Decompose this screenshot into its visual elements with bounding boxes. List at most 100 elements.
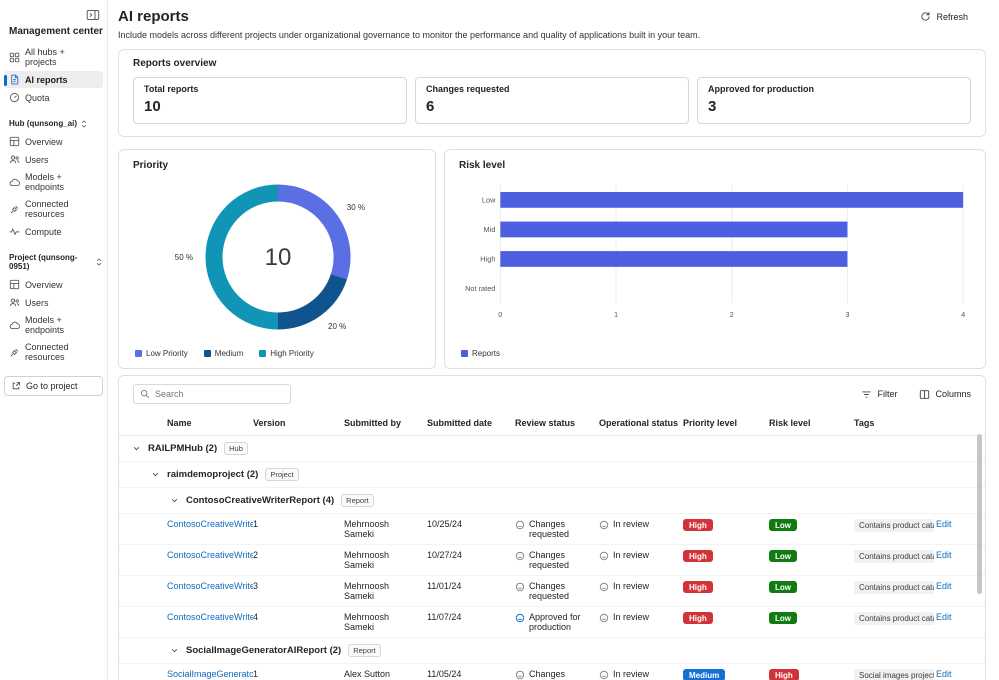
svg-text:10: 10	[265, 244, 292, 271]
table-row: ContosoCreativeWrite... 3 Mehrnoosh Sameki…	[119, 576, 985, 607]
report-name-link[interactable]: SocialImageGenerator...	[167, 669, 253, 679]
cell-risk-level: Low	[769, 612, 854, 624]
cell-tags: Contains product catalog in	[854, 581, 936, 596]
cell-submitted-date: 10/27/24	[427, 550, 463, 560]
chevron-down-icon[interactable]	[151, 470, 160, 479]
column-header-risk-level[interactable]: Risk level	[769, 418, 811, 428]
column-header-submitted-by[interactable]: Submitted by	[344, 418, 402, 428]
sidebar-item-ai-reports[interactable]: AI reports	[4, 71, 103, 88]
sidebar-item-all-hubs-projects[interactable]: All hubs + projects	[4, 44, 103, 70]
columns-button[interactable]: Columns	[919, 389, 971, 400]
report-name-link[interactable]: ContosoCreativeWrite...	[167, 519, 253, 529]
review-status-icon	[515, 582, 525, 592]
operational-status-icon	[599, 582, 609, 592]
cell-review-status: Changes requested	[515, 581, 599, 601]
chevron-down-icon[interactable]	[170, 646, 179, 655]
column-header-name[interactable]: Name	[167, 418, 192, 428]
edit-link[interactable]: Edit	[936, 581, 952, 591]
quota-icon	[9, 92, 20, 103]
group-label: SocialImageGeneratorAIReport (2)	[186, 645, 342, 656]
sidebar-item-overview[interactable]: Overview	[4, 276, 103, 293]
cell-priority-level: High	[683, 612, 769, 624]
report-icon	[9, 74, 20, 85]
sidebar-item-models-endpoints[interactable]: Models + endpoints	[4, 169, 103, 195]
edit-link[interactable]: Edit	[936, 519, 952, 529]
cell-review-status: Changes requested	[515, 669, 599, 680]
sidebar-item-overview[interactable]: Overview	[4, 133, 103, 150]
svg-text:20 %: 20 %	[328, 322, 346, 331]
stat-card-approved-for-production: Approved for production 3	[697, 77, 971, 124]
filter-button[interactable]: Filter	[861, 389, 897, 400]
models-icon	[9, 320, 20, 331]
stat-value: 10	[144, 98, 161, 115]
risk-badge: Low	[769, 519, 797, 531]
svg-text:50 %: 50 %	[175, 253, 193, 262]
sidebar-item-users[interactable]: Users	[4, 151, 103, 168]
group-row-report[interactable]: ContosoCreativeWriterReport (4) Report	[119, 488, 985, 514]
sidebar-item-compute[interactable]: Compute	[4, 223, 103, 240]
table-row: ContosoCreativeWrite... 4 Mehrnoosh Sameki…	[119, 607, 985, 638]
svg-text:2: 2	[730, 310, 734, 319]
models-icon	[9, 177, 20, 188]
column-header-version[interactable]: Version	[253, 418, 286, 428]
sidebar: Management center All hubs + projects AI …	[0, 0, 108, 680]
svg-text:30 %: 30 %	[347, 203, 365, 212]
operational-status-icon	[599, 520, 609, 530]
svg-text:3: 3	[845, 310, 849, 319]
cell-priority-level: Medium	[683, 669, 769, 680]
cell-operational-status: In review	[599, 612, 683, 623]
table-header-row: Name Version Submitted by Submitted date Rev…	[119, 413, 985, 436]
search-input-wrapper	[133, 384, 291, 404]
sidebar-item-users[interactable]: Users	[4, 294, 103, 311]
chevron-down-icon[interactable]	[132, 444, 141, 453]
sidebar-item-quota[interactable]: Quota	[4, 89, 103, 106]
column-header-review-status[interactable]: Review status	[515, 418, 576, 428]
chevron-down-icon[interactable]	[170, 496, 179, 505]
review-status-icon	[515, 613, 525, 623]
cell-review-status: Approved for production	[515, 612, 599, 632]
hub-section-switcher[interactable]: Hub (qunsong_ai)	[9, 119, 103, 128]
risk-badge: Low	[769, 581, 797, 593]
group-label: ContosoCreativeWriterReport (4)	[186, 495, 335, 506]
group-label: raimdemoproject (2)	[167, 469, 259, 480]
sidebar-item-models-endpoints[interactable]: Models + endpoints	[4, 312, 103, 338]
refresh-button[interactable]: Refresh	[920, 8, 968, 22]
group-row-project[interactable]: raimdemoproject (2) Project	[119, 462, 985, 488]
group-type-badge: Report	[348, 644, 381, 657]
refresh-icon	[920, 11, 931, 22]
cell-operational-status: In review	[599, 669, 683, 680]
column-header-submitted-date[interactable]: Submitted date	[427, 418, 493, 428]
priority-badge: Medium	[683, 669, 726, 680]
table-vertical-scrollbar[interactable]	[977, 434, 982, 594]
cell-priority-level: High	[683, 581, 769, 593]
edit-link[interactable]: Edit	[936, 550, 952, 560]
group-type-badge: Hub	[224, 442, 248, 455]
group-row-hub[interactable]: RAILPMHub (2) Hub	[119, 436, 985, 462]
report-name-link[interactable]: ContosoCreativeWrite...	[167, 612, 253, 622]
search-input[interactable]	[155, 389, 284, 399]
users-icon	[9, 297, 20, 308]
column-header-priority-level[interactable]: Priority level	[683, 418, 738, 428]
group-row-report[interactable]: SocialImageGeneratorAIReport (2) Report	[119, 638, 985, 664]
edit-link[interactable]: Edit	[936, 669, 952, 679]
sidebar-item-connected-resources[interactable]: Connected resources	[4, 339, 103, 365]
report-name-link[interactable]: ContosoCreativeWrite...	[167, 550, 253, 560]
go-to-project-button[interactable]: Go to project	[4, 376, 103, 396]
project-section-switcher[interactable]: Project (qunsong-0951)	[9, 253, 103, 271]
priority-donut-chart: 30 % 20 % 50 % 10	[175, 184, 365, 331]
report-name-link[interactable]: ContosoCreativeWrite...	[167, 581, 253, 591]
cell-tags: Contains product catalog in	[854, 612, 936, 627]
cell-version: 2	[253, 550, 259, 560]
column-header-operational-status[interactable]: Operational status	[599, 418, 679, 428]
edit-link[interactable]: Edit	[936, 612, 952, 622]
page-title: AI reports	[118, 8, 189, 25]
column-header-tags[interactable]: Tags	[854, 418, 875, 428]
sidebar-item-connected-resources[interactable]: Connected resources	[4, 196, 103, 222]
cell-version: 1	[253, 519, 259, 529]
cell-submitted-by: Mehrnoosh Sameki	[344, 612, 390, 632]
collapse-panel-icon[interactable]	[86, 9, 100, 21]
legend-item: Medium	[203, 349, 243, 358]
priority-badge: High	[683, 519, 713, 531]
risk-badge: Low	[769, 550, 797, 562]
priority-chart-title: Priority	[133, 160, 169, 171]
